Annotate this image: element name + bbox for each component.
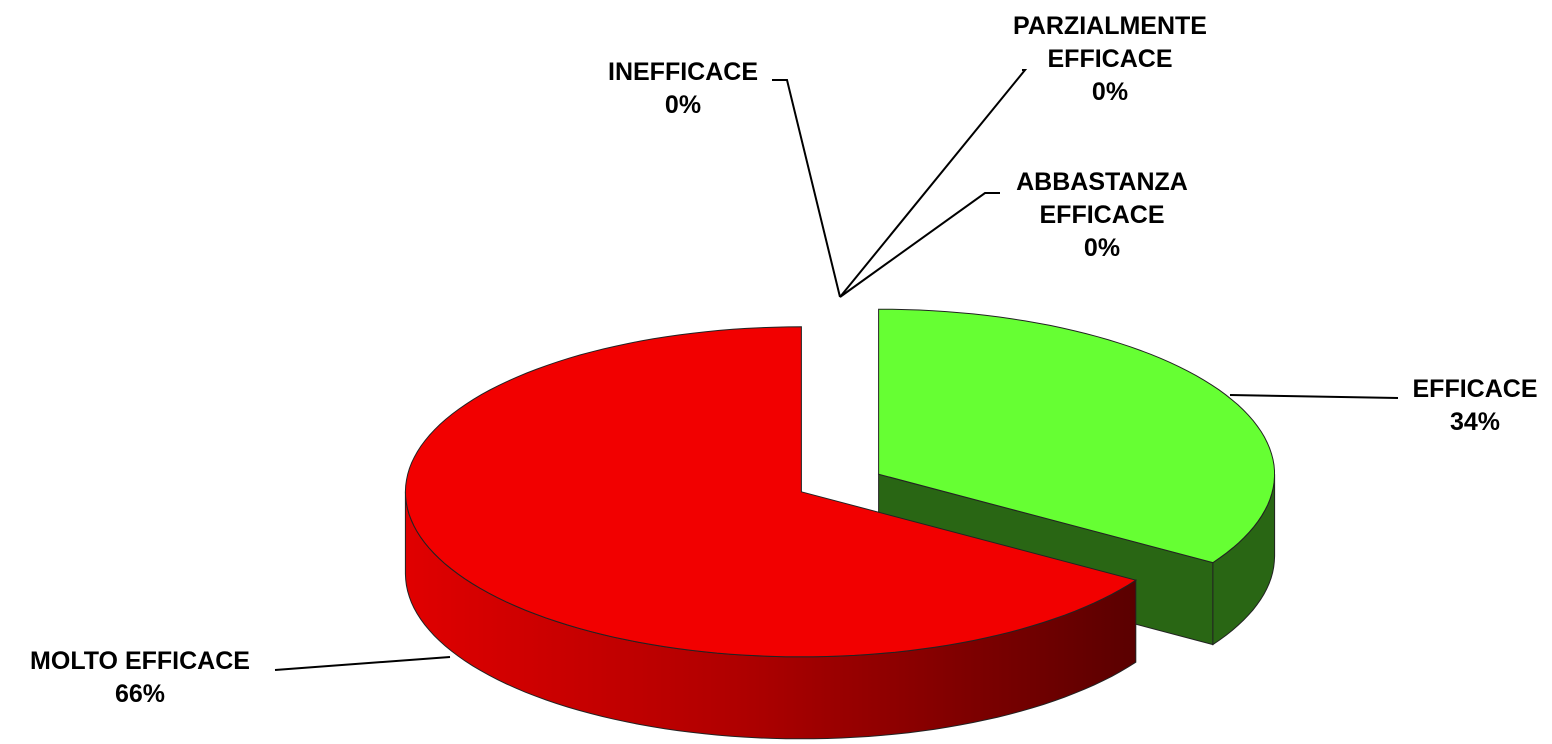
category-label: INEFFICACE <box>608 58 758 86</box>
data-label: EFFICACE 34% <box>1413 373 1538 439</box>
category-label: ABBASTANZA EFFICACE <box>1016 168 1188 229</box>
value-label: 0% <box>1091 78 1129 106</box>
data-label: PARZIALMENTE EFFICACE 0% <box>985 10 1235 109</box>
category-label: MOLTO EFFICACE <box>30 647 250 675</box>
value-label: 34% <box>1449 408 1501 436</box>
value-label: 66% <box>114 680 166 708</box>
category-label: EFFICACE <box>1412 375 1538 403</box>
leader-line <box>772 79 841 298</box>
data-label: INEFFICACE 0% <box>608 56 758 122</box>
slice <box>404 326 1138 740</box>
data-label: MOLTO EFFICACE 66% <box>30 645 250 711</box>
data-label: ABBASTANZA EFFICACE 0% <box>977 166 1227 265</box>
slice-top <box>878 308 1275 564</box>
leader-line <box>1229 394 1399 399</box>
leader-line <box>839 69 1028 298</box>
category-label: PARZIALMENTE EFFICACE <box>1013 12 1207 73</box>
slice-top <box>404 326 1138 658</box>
leader-line <box>839 192 1000 298</box>
value-label: 0% <box>664 91 702 119</box>
value-label: 0% <box>1083 234 1121 262</box>
leader-line <box>274 656 451 671</box>
